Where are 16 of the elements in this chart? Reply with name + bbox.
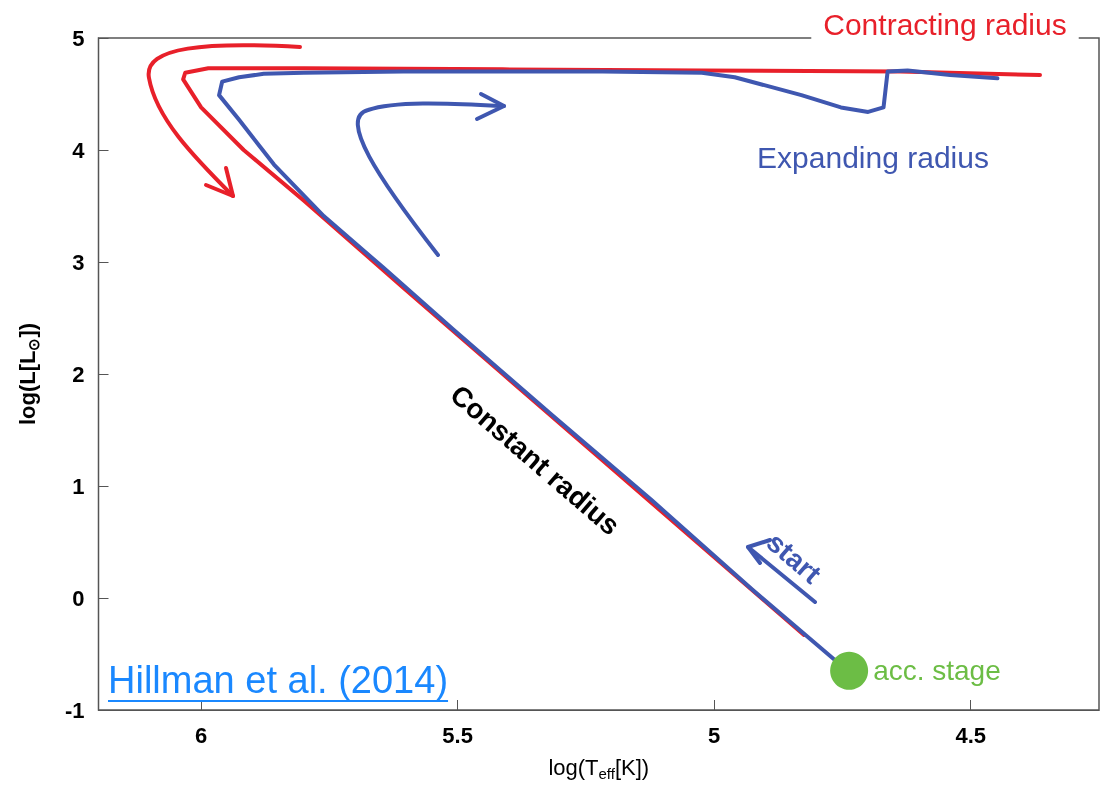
annotation: Contracting radius (823, 7, 1067, 41)
x-tick-label: 6 (194, 722, 208, 748)
x-tick-label: 4.5 (955, 722, 987, 748)
annotation: Hillman et al. (2014) (108, 659, 449, 701)
x-tick-label: 5.5 (442, 722, 473, 748)
x-tick-label: 5 (708, 722, 721, 748)
y-tick-label: -1 (64, 697, 85, 723)
y-tick-label: 5 (72, 25, 85, 51)
annotation: Expanding radius (757, 140, 989, 174)
y-tick-label: 2 (72, 361, 85, 387)
y-tick-label: 0 (72, 585, 85, 611)
annotation: acc. stage (873, 655, 1001, 687)
y-tick-label: 3 (72, 249, 85, 275)
y-tick-label: 1 (72, 473, 85, 499)
y-tick-label: 4 (72, 137, 86, 163)
y-axis-title: log(L[L⊙]) (14, 322, 42, 426)
